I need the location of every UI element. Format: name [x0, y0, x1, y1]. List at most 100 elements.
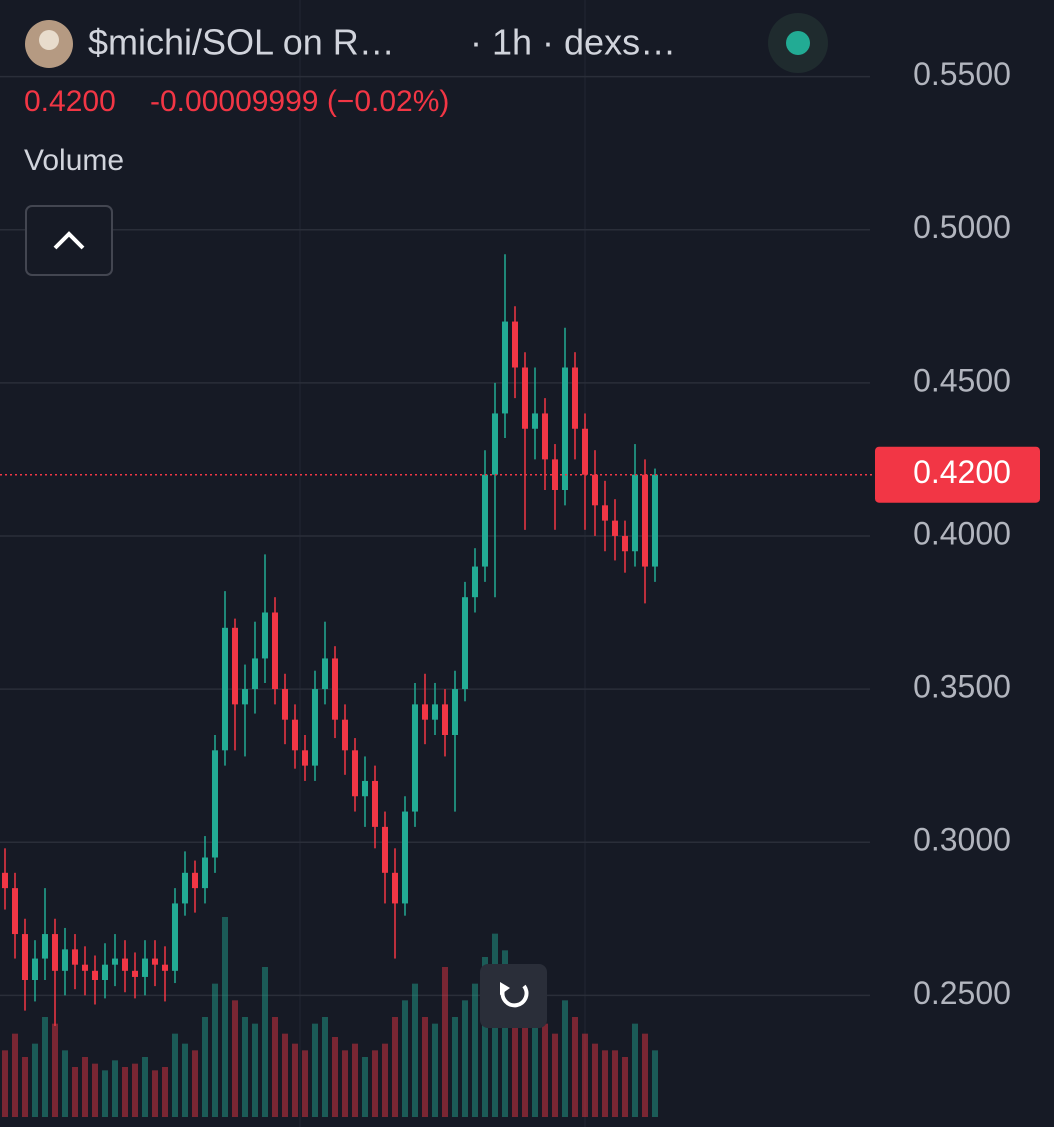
volume-bar: [482, 957, 488, 1117]
volume-bar: [462, 1000, 468, 1117]
candle-body: [622, 535, 628, 552]
candle-body: [392, 872, 398, 904]
candle-body: [402, 811, 408, 904]
volume-bar: [232, 1000, 238, 1117]
button-frame: [480, 964, 547, 1028]
volume-bar: [302, 1050, 308, 1117]
chevron-up: [53, 231, 85, 250]
candle-body: [412, 704, 418, 812]
last-price-label: 0.4200: [913, 454, 1011, 490]
y-tick-label: 0.5500: [913, 56, 1011, 92]
volume-bar: [322, 1017, 328, 1117]
y-tick-label: 0.5000: [913, 209, 1011, 245]
candle-body: [132, 970, 138, 977]
volume-bar: [542, 1023, 548, 1117]
candle-body: [42, 934, 48, 959]
candle-body: [282, 689, 288, 720]
volume-bar: [642, 1033, 648, 1117]
candle-body: [522, 367, 528, 429]
candle-body: [572, 367, 578, 429]
volume-bar: [92, 1063, 98, 1117]
candle-body: [342, 719, 348, 751]
volume-bar: [332, 1037, 338, 1117]
candle-body: [372, 780, 378, 827]
volume-bar: [282, 1033, 288, 1117]
candle-body: [162, 964, 168, 971]
candle-body: [52, 934, 58, 971]
candle-body: [602, 505, 608, 521]
volume-bar: [442, 967, 448, 1117]
candle-body: [322, 658, 328, 690]
collapse-button[interactable]: [25, 205, 113, 276]
candle-body: [72, 949, 78, 965]
reset-button[interactable]: [480, 964, 547, 1028]
volume-bar: [142, 1057, 148, 1117]
candle-body: [632, 474, 638, 552]
volume-bar: [272, 1017, 278, 1117]
candle-body: [512, 321, 518, 368]
candle-body: [142, 958, 148, 977]
volume-bar: [582, 1033, 588, 1117]
last-price: 0.4200: [24, 85, 116, 118]
volume-bar: [172, 1033, 178, 1117]
candle-body: [22, 934, 28, 980]
chart-subtitle: · 1h · dexs…: [470, 22, 676, 63]
volume-bar: [392, 1017, 398, 1117]
volume-bar: [262, 967, 268, 1117]
candle-body: [442, 704, 448, 735]
volume-bar: [182, 1043, 188, 1117]
candle-body: [422, 704, 428, 720]
volume-bar: [632, 1023, 638, 1117]
volume-bar: [372, 1050, 378, 1117]
volume-bar: [82, 1057, 88, 1117]
volume-bar: [362, 1057, 368, 1117]
candle-body: [482, 474, 488, 567]
candle-body: [462, 597, 468, 690]
candle-body: [542, 413, 548, 460]
status-dot: [786, 31, 810, 55]
candle-body: [382, 826, 388, 873]
volume-bar: [22, 1057, 28, 1117]
candle-body: [592, 474, 598, 506]
candle-body: [252, 658, 258, 690]
volume-bar: [72, 1067, 78, 1117]
volume-bar: [592, 1043, 598, 1117]
candle-body: [472, 566, 478, 598]
volume-bar: [432, 1023, 438, 1117]
volume-bar: [522, 1000, 528, 1117]
volume-bar: [422, 1017, 428, 1117]
candle-body: [92, 970, 98, 980]
candle-body: [582, 428, 588, 475]
candle-body: [2, 872, 8, 889]
volume-bar: [122, 1067, 128, 1117]
candle-body: [82, 964, 88, 971]
volume-bar: [622, 1057, 628, 1117]
reset-icon: [500, 984, 529, 1008]
candle-body: [312, 689, 318, 766]
y-tick-label: 0.2500: [913, 975, 1011, 1011]
candle-body: [182, 872, 188, 904]
candle-body: [202, 857, 208, 889]
candle-body: [152, 958, 158, 965]
candle-body: [192, 872, 198, 889]
volume-bar: [32, 1043, 38, 1117]
volume-bar: [652, 1050, 658, 1117]
y-tick-label: 0.4500: [913, 362, 1011, 398]
volume-bar: [152, 1070, 158, 1117]
candle-body: [642, 474, 648, 567]
y-tick-label: 0.4000: [913, 515, 1011, 551]
volume-bar: [112, 1060, 118, 1117]
volume-bar: [132, 1063, 138, 1117]
volume-bar: [552, 1033, 558, 1117]
volume-bar: [12, 1033, 18, 1117]
candle-body: [352, 750, 358, 797]
candle-body: [502, 321, 508, 414]
candle-body: [652, 474, 658, 567]
volume-label: Volume: [24, 144, 124, 177]
volume-bar: [602, 1050, 608, 1117]
volume-bar: [502, 950, 508, 1117]
volume-bar: [292, 1043, 298, 1117]
volume-bar: [512, 983, 518, 1117]
candle-body: [172, 903, 178, 971]
volume-bar: [612, 1050, 618, 1117]
